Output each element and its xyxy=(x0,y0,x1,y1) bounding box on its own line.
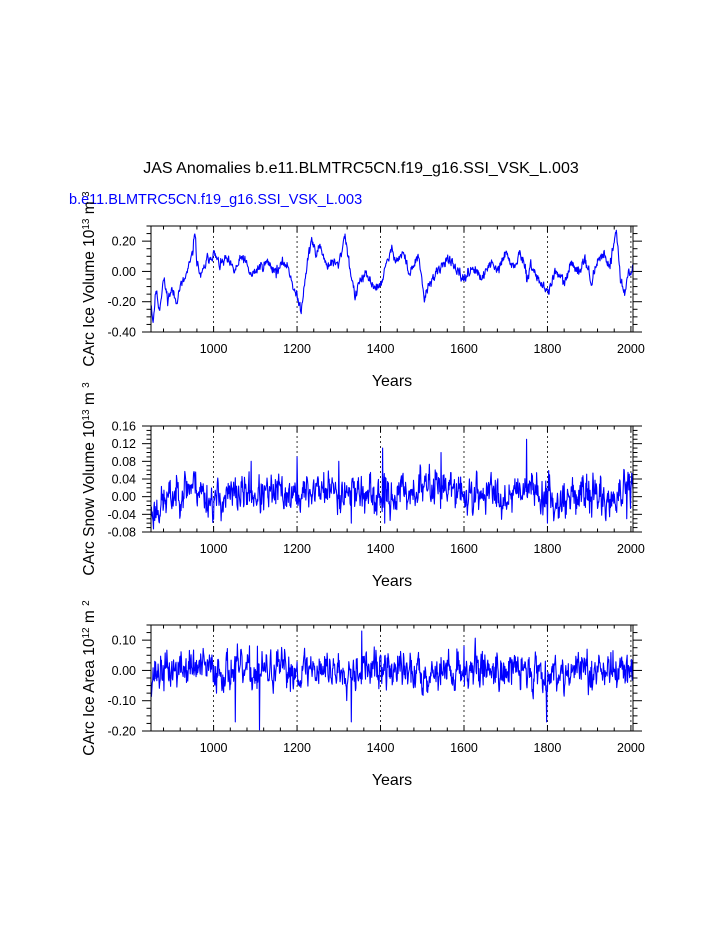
series-line-carc-snow-volume xyxy=(150,438,634,530)
y-axis-label-part: m xyxy=(81,606,98,628)
panel-snow-volume: 1000 1200 1400 1600 1800 2000 -0.08 -0.04 0.00 0.… xyxy=(81,382,645,590)
x-axis-label: Years xyxy=(372,373,412,390)
x-tick-label: 1800 xyxy=(534,741,562,755)
y-axis-label-part: CArc Ice Volume 10 xyxy=(81,229,98,366)
x-tick-label: 1600 xyxy=(450,741,478,755)
x-tick-label: 2000 xyxy=(617,342,645,356)
y-axis-label-exponent: 2 xyxy=(81,600,92,606)
plot-frame xyxy=(150,225,634,333)
panel-ice-volume: 1000 1200 1400 1600 1800 2000 -0.40 -0.20 0.00 0.… xyxy=(81,191,645,390)
y-tick-label: 0.00 xyxy=(112,490,136,504)
y-tick-label: -0.10 xyxy=(108,694,137,708)
y-tick-label: 0.00 xyxy=(112,664,136,678)
y-axis-label-part: CArc Snow Volume 10 xyxy=(81,420,98,575)
y-tick-label: -0.08 xyxy=(108,526,137,540)
x-tick-label: 2000 xyxy=(617,741,645,755)
y-axis-label: CArc Snow Volume 1013 m 3 xyxy=(81,382,99,576)
x-tick-label: 1000 xyxy=(200,741,228,755)
x-tick-label: 1800 xyxy=(534,342,562,356)
y-axis-label-exponent: 13 xyxy=(81,409,92,421)
y-tick-label: 0.16 xyxy=(112,420,136,434)
y-tick-label: -0.04 xyxy=(108,508,137,522)
y-tick-label: -0.20 xyxy=(108,295,137,309)
chart-title: JAS Anomalies b.e11.BLMTRC5CN.f19_g16.SS… xyxy=(143,160,579,177)
x-tick-label: 1600 xyxy=(450,542,478,556)
x-tick-label: 1400 xyxy=(367,741,395,755)
y-axis-label: CArc Ice Area 1012 m 2 xyxy=(81,600,99,756)
y-tick-label: 0.12 xyxy=(112,437,136,451)
y-axis-label-exponent: 3 xyxy=(81,382,92,388)
y-axis-label-exponent: 13 xyxy=(81,218,92,230)
series-line-carc-ice-volume xyxy=(150,229,634,323)
y-tick-label: 0.08 xyxy=(112,455,136,469)
y-tick-label: 0.20 xyxy=(112,235,136,249)
y-tick-label: 0.10 xyxy=(112,634,136,648)
x-tick-label: 1600 xyxy=(450,342,478,356)
x-tick-label: 2000 xyxy=(617,542,645,556)
y-tick-label: 0.00 xyxy=(112,265,136,279)
x-axis-label: Years xyxy=(372,772,412,789)
y-tick-label: 0.04 xyxy=(112,473,136,487)
y-axis-label: CArc Ice Volume 1013 m 3 xyxy=(81,191,99,367)
x-tick-label: 1000 xyxy=(200,342,228,356)
x-tick-label: 1200 xyxy=(283,542,311,556)
y-axis-label-exponent: 12 xyxy=(81,627,92,639)
y-tick-label: -0.20 xyxy=(108,725,137,739)
y-axis-label-part: CArc Ice Area 10 xyxy=(81,638,98,756)
y-tick-label: -0.40 xyxy=(108,326,137,340)
y-axis-label-part: m xyxy=(81,388,98,410)
x-tick-label: 1200 xyxy=(283,741,311,755)
plot-frame xyxy=(150,425,634,533)
x-axis-label: Years xyxy=(372,573,412,590)
x-tick-label: 1000 xyxy=(200,542,228,556)
y-axis-label-exponent: 3 xyxy=(81,191,92,197)
panel-ice-area: 1000 1200 1400 1600 1800 2000 -0.20 -0.10 0.00 0.… xyxy=(81,600,645,789)
x-tick-label: 1400 xyxy=(367,342,395,356)
series-line-carc-ice-area xyxy=(150,630,634,731)
x-tick-label: 1800 xyxy=(534,542,562,556)
x-tick-label: 1400 xyxy=(367,542,395,556)
y-axis-label-part: m xyxy=(81,197,98,219)
chart-subtitle: b.e11.BLMTRC5CN.f19_g16.SSI_VSK_L.003 xyxy=(69,192,362,208)
x-tick-label: 1200 xyxy=(283,342,311,356)
